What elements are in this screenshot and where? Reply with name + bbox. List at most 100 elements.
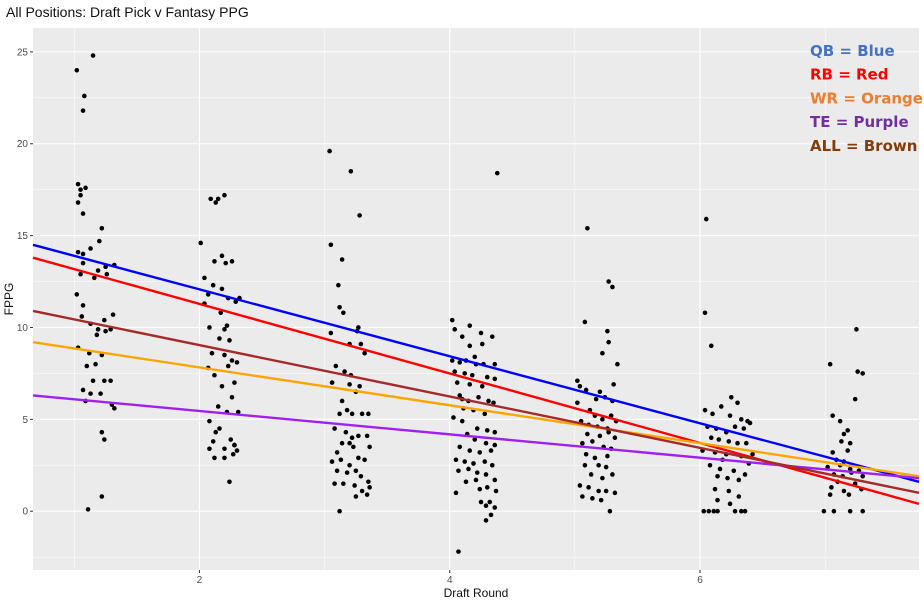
data-point [482,411,488,417]
data-point [208,196,214,202]
y-tick-label: 25 [17,47,29,58]
data-point [102,317,107,323]
data-point [712,486,718,492]
data-point [336,282,341,288]
data-point [333,363,339,369]
data-point [482,459,488,464]
data-point [233,299,239,305]
data-point [222,455,227,461]
data-point [606,429,611,435]
chart-title: All Positions: Draft Pick v Fantasy PPG [6,4,249,20]
data-point [343,429,349,435]
data-point [466,466,471,472]
data-point [212,259,217,264]
data-point [88,246,93,251]
data-point [606,279,611,284]
data-point [603,464,609,470]
data-point [329,459,335,464]
trend-line-wr [32,340,920,478]
data-point [725,475,730,481]
data-point [483,503,489,508]
data-point [736,494,742,499]
data-point [457,393,463,398]
data-point [339,257,345,262]
data-point [80,211,86,216]
data-point [583,387,589,393]
data-point [598,497,604,503]
data-point [75,181,81,187]
data-point [845,428,850,433]
data-point [353,468,359,474]
data-point [103,328,108,334]
data-point [102,437,107,442]
data-point [471,461,476,466]
data-point [83,185,88,191]
data-point [225,363,231,369]
data-point [492,376,498,382]
data-point [489,462,495,468]
data-point [356,433,361,439]
data-point [356,325,361,330]
data-point [222,327,227,332]
data-point [349,411,355,417]
data-point [484,374,490,380]
data-point [347,440,352,446]
data-point [483,472,489,477]
data-point [198,240,203,246]
data-point [711,508,717,514]
data-point [459,418,465,424]
data-point [592,455,598,461]
data-point [99,494,105,499]
y-tick-label: 5 [22,415,28,426]
data-point [732,424,738,429]
data-point [702,310,708,316]
data-point [78,187,83,192]
data-point [78,192,83,198]
data-point [726,488,732,494]
data-point [94,332,100,338]
data-point [477,486,483,492]
data-point [467,448,473,453]
data-point [327,148,332,154]
data-point [610,472,615,477]
data-point [610,284,615,290]
data-point [483,518,489,523]
data-point [603,488,609,494]
legend-entry: QB = Blue [810,42,895,60]
data-point [600,417,605,422]
data-point [852,396,858,402]
data-point [580,494,585,499]
data-point [228,437,234,442]
data-point [736,477,742,483]
data-point [474,470,480,475]
data-point [715,497,720,503]
data-point [212,372,217,378]
data-point [476,394,481,400]
data-point [337,411,342,417]
data-point [353,494,359,499]
data-point [860,371,865,376]
data-point [359,411,365,417]
data-point [362,457,367,463]
data-point [845,448,850,453]
data-point [337,304,342,310]
data-point [575,378,580,384]
data-point [854,327,859,332]
data-point [207,446,212,452]
data-point [492,477,498,483]
data-point [104,271,110,277]
data-point [717,466,723,472]
data-point [459,334,465,339]
legend-entry: RB = Red [810,66,888,84]
data-point [477,450,483,455]
data-point [334,450,340,455]
y-tick-label: 0 [22,507,28,518]
data-point [339,440,345,446]
data-point [467,343,473,349]
data-point [837,418,843,424]
data-point [453,457,459,463]
data-point [597,389,603,395]
data-point [99,225,105,231]
data-point [827,492,833,497]
data-point [462,459,468,464]
